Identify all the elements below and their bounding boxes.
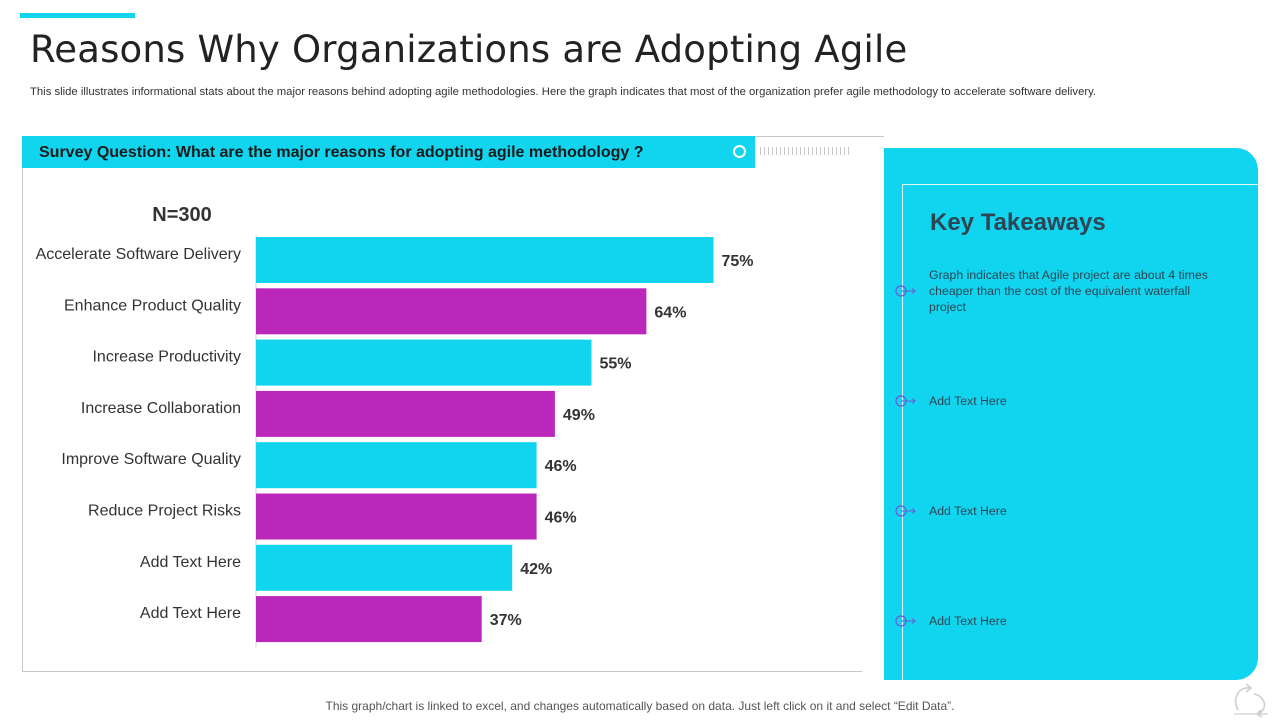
title-accent-line [20,13,135,18]
takeaway-item-1: Graph indicates that Agile project are a… [929,268,1208,314]
takeaway-item-4: Add Text Here [929,614,1007,628]
key-takeaways-title: Key Takeaways [930,209,1106,236]
page-title: Reasons Why Organizations are Adopting A… [30,28,908,71]
page-subtitle: This slide illustrates informational sta… [30,86,1097,98]
category-label: Add Text Here [140,554,241,571]
category-label: Increase Collaboration [81,400,241,417]
value-label: 42% [520,561,552,578]
takeaway-item-3: Add Text Here [929,504,1007,518]
value-label: 49% [563,407,595,424]
arrow-circle-icon [895,285,916,297]
survey-question-text: Survey Question: What are the major reas… [39,144,644,161]
category-label: Accelerate Software Delivery [36,246,241,263]
bar[interactable] [256,442,537,489]
value-label: 75% [722,253,754,270]
survey-question-bar: Survey Question: What are the major reas… [22,136,755,168]
bar[interactable] [256,544,513,591]
value-label: 55% [600,356,632,373]
bar[interactable] [256,237,714,283]
value-label: 46% [545,510,577,527]
value-label: 46% [545,458,577,475]
arrow-circle-icon [895,615,916,627]
category-label: Reduce Project Risks [88,503,241,520]
category-label: Add Text Here [140,605,241,622]
arrow-circle-icon [895,505,916,517]
category-label: Increase Productivity [92,349,241,366]
bar[interactable] [256,390,555,437]
bar[interactable] [256,596,482,643]
bar-chart[interactable]: N=300 Accelerate Software Delivery 75% Enha… [22,168,762,668]
bar[interactable] [256,493,537,540]
edit-refresh-icon [1234,683,1268,718]
footer-note: This graph/chart is linked to excel, and… [325,699,955,713]
takeaway-item-2: Add Text Here [929,394,1007,408]
circle-dot-icon [733,145,746,158]
key-takeaways-panel [862,148,1258,680]
value-label: 37% [490,612,522,629]
category-label: Enhance Product Quality [64,297,241,314]
category-label: Improve Software Quality [61,451,241,468]
bar[interactable] [256,339,592,386]
panel-edge [862,148,884,680]
bar[interactable] [256,288,647,335]
dotted-connector [760,147,852,155]
value-label: 64% [654,304,686,321]
arrow-circle-icon [895,395,916,407]
takeaways-frame [902,184,1258,680]
sample-size-label: N=300 [152,204,212,226]
